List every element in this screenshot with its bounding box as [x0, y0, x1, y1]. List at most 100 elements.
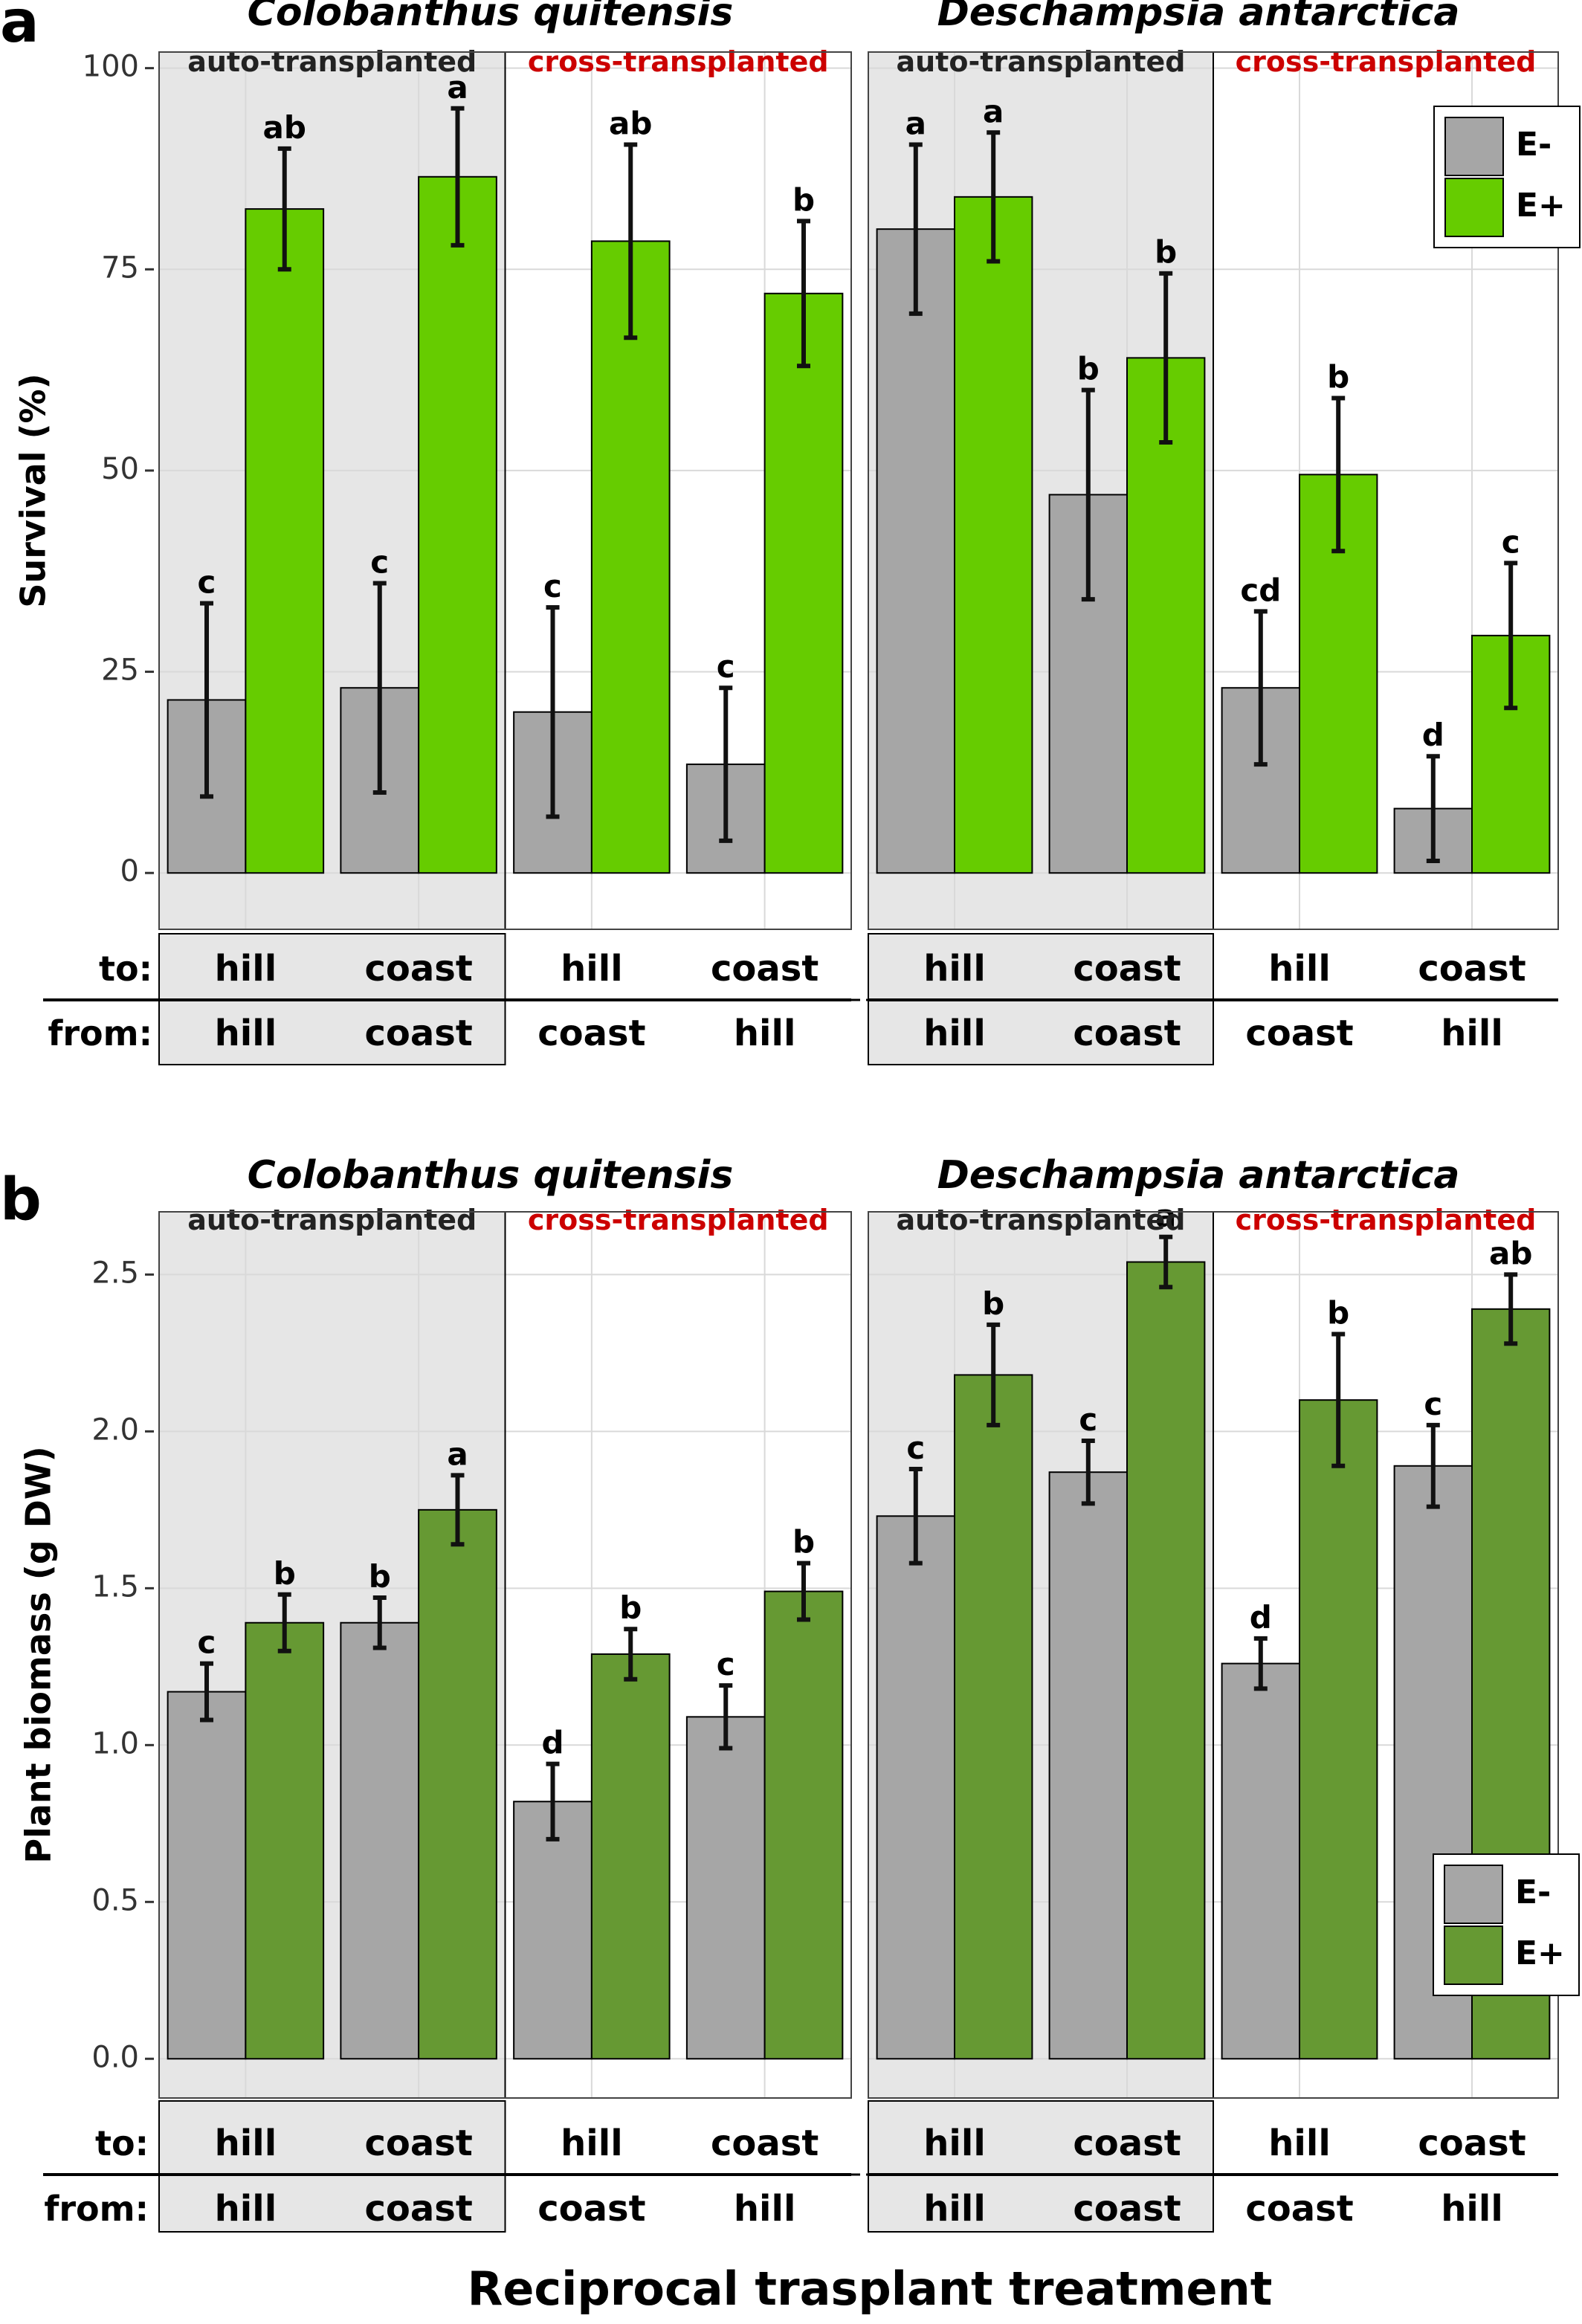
bar-e-plus: [418, 1508, 497, 2060]
x-axis-title: Reciprocal trasplant treatment: [468, 2262, 1273, 2316]
significance-letter: c: [1424, 1386, 1442, 1422]
from-label: hill: [734, 2188, 796, 2230]
y-axis-title: Survival (%): [13, 373, 54, 607]
group-label: cross-transplanted: [528, 1204, 829, 1236]
to-label: hill: [215, 2123, 277, 2164]
significance-letter: b: [1077, 351, 1100, 387]
significance-letter: d: [1422, 717, 1444, 753]
legend-swatch: [1444, 178, 1504, 237]
row-label-to: to:: [95, 2123, 149, 2163]
y-tick-label: 1.5: [91, 1569, 139, 1604]
significance-letter: d: [541, 1725, 564, 1761]
legend-swatch: [1444, 1865, 1503, 1924]
to-label: hill: [561, 948, 623, 990]
bar-e-minus: [876, 1515, 955, 2060]
bar-e-plus: [245, 1621, 325, 2060]
significance-letter: b: [1155, 234, 1177, 271]
y-tick-label: 1.0: [91, 1726, 139, 1760]
legend-label: E+: [1516, 187, 1566, 225]
legend-label: E+: [1515, 1934, 1565, 1972]
significance-letter: c: [906, 1430, 925, 1466]
significance-letter: b: [619, 1589, 642, 1626]
significance-letter: a: [447, 69, 468, 106]
significance-letter: ab: [609, 105, 652, 141]
legend-swatch: [1444, 1926, 1503, 1985]
significance-letter: b: [1327, 359, 1349, 396]
legend-label: E-: [1516, 126, 1552, 164]
bar-e-plus: [418, 175, 497, 874]
to-label: hill: [1268, 2123, 1331, 2164]
from-label: hill: [734, 1013, 796, 1054]
significance-letter: b: [792, 1524, 815, 1560]
label-shade: [158, 2100, 506, 2233]
to-label: coast: [1073, 2123, 1181, 2164]
to-label: coast: [1418, 2123, 1526, 2164]
bar-e-plus: [590, 1653, 671, 2060]
significance-letter: c: [198, 1624, 216, 1661]
from-label: coast: [364, 2188, 472, 2230]
from-label: hill: [215, 2188, 277, 2230]
significance-letter: b: [274, 1555, 296, 1592]
from-label: hill: [1441, 1013, 1503, 1054]
from-label: coast: [1245, 2188, 1353, 2230]
to-label: coast: [1073, 948, 1181, 990]
panel-0: c b b a d b c b auto-transplanted cross-transplan…: [158, 1153, 852, 2233]
to-label: hill: [923, 948, 986, 990]
to-label: coast: [1418, 948, 1526, 990]
significance-letter: b: [369, 1558, 391, 1595]
y-tick-label: 0.5: [91, 1883, 139, 1917]
panel-frame: [158, 1211, 852, 2099]
bar-e-minus: [1048, 1471, 1128, 2060]
bar-e-minus: [876, 228, 955, 874]
bar-e-plus: [763, 1590, 844, 2060]
panel-frame: [158, 51, 852, 930]
significance-letter: a: [1155, 1198, 1176, 1234]
significance-letter: c: [1079, 1401, 1097, 1438]
y-tick-label: 100: [83, 50, 139, 84]
from-label: coast: [364, 1013, 472, 1054]
bar-e-plus: [1126, 1261, 1206, 2060]
legend-swatch: [1444, 117, 1504, 176]
significance-letter: b: [1327, 1295, 1349, 1332]
significance-letter: b: [792, 181, 815, 218]
from-label: coast: [537, 2188, 645, 2230]
significance-letter: ab: [1489, 1235, 1532, 1271]
to-label: coast: [364, 948, 472, 990]
legend: E- E+: [1433, 1853, 1580, 1996]
panel-frame: [868, 51, 1559, 930]
panel-1: a a b b cd b d c auto-transplanted cross-transpla…: [868, 0, 1559, 1065]
to-label: coast: [364, 2123, 472, 2164]
bar-e-plus: [763, 292, 844, 874]
label-shade: [868, 2100, 1214, 2233]
bar-e-minus: [685, 1716, 766, 2060]
panel-0: c ab c a c ab c b auto-transplanted cross-transpl…: [158, 0, 852, 1065]
bar-e-plus: [954, 1374, 1033, 2060]
from-label: coast: [1073, 2188, 1181, 2230]
bar-e-minus: [1221, 1662, 1300, 2060]
panel-1: c b c a d b c ab auto-transplanted cross-transpla…: [868, 1153, 1559, 2233]
legend: E- E+: [1433, 106, 1581, 248]
to-label: hill: [215, 948, 277, 990]
significance-letter: c: [717, 648, 735, 685]
group-label: cross-transplanted: [528, 45, 829, 78]
significance-letter: c: [717, 1646, 735, 1682]
to-label: coast: [711, 2123, 819, 2164]
y-tick-label: 50: [101, 452, 139, 486]
significance-letter: a: [905, 105, 926, 141]
bar-e-minus: [167, 1691, 247, 2060]
y-tick-label: 0.0: [91, 2040, 139, 2074]
significance-letter: a: [447, 1436, 468, 1472]
significance-letter: a: [983, 93, 1004, 129]
from-label: coast: [1073, 1013, 1181, 1054]
species-title: Deschampsia antarctica: [937, 1153, 1460, 1198]
y-tick-label: 0: [120, 854, 139, 888]
from-label: hill: [923, 2188, 986, 2230]
species-title: Colobanthus quitensis: [248, 1153, 734, 1198]
bar-e-minus: [340, 1621, 420, 2060]
from-label: hill: [1441, 2188, 1503, 2230]
group-label: auto-transplanted: [187, 45, 477, 78]
group-label: auto-transplanted: [187, 1204, 477, 1236]
significance-letter: d: [1250, 1599, 1272, 1636]
to-label: hill: [1268, 948, 1331, 990]
